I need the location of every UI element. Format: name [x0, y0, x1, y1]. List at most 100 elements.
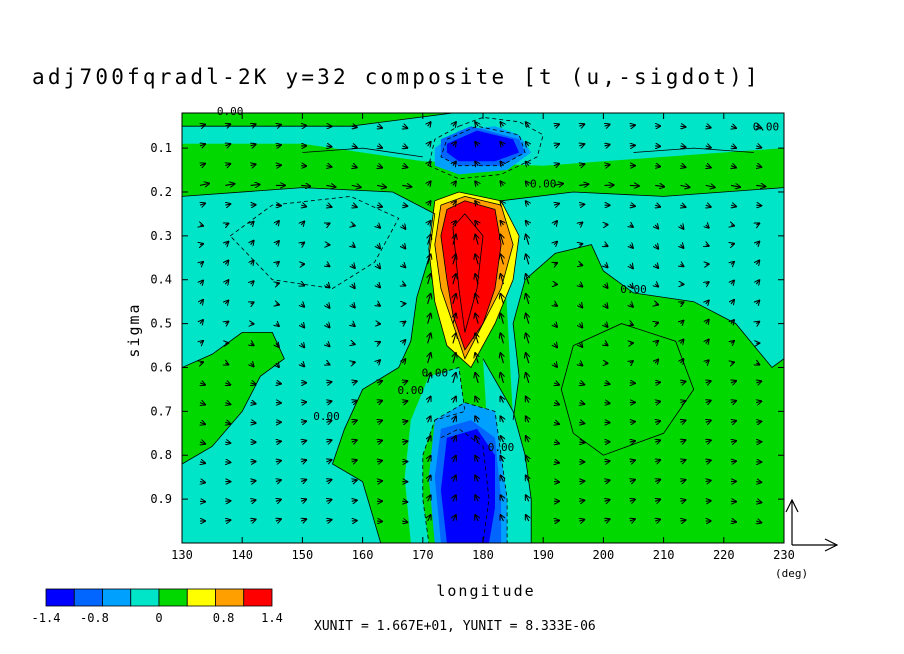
wind-vector-257: [500, 221, 503, 225]
wind-vector-43: [251, 144, 256, 146]
wind-vector-438: [706, 480, 711, 481]
wind-vector-405: [680, 245, 683, 248]
wind-vector-245: [475, 397, 478, 403]
wind-vector-342: [605, 245, 608, 246]
colorbar-tick-labels: -1.4 -0.8 0 0.8 1.4: [32, 611, 283, 625]
wind-vector-316: [579, 144, 584, 146]
wind-vector-237: [475, 235, 478, 245]
wind-vector-226: [453, 436, 456, 443]
wind-vector-387: [655, 304, 658, 305]
wind-vector-107: [326, 166, 331, 167]
wind-vector-448: [731, 262, 734, 265]
contour-line-12: [633, 147, 754, 153]
wind-vector-41: [225, 520, 230, 521]
x-tick-label-4: 170: [412, 548, 434, 562]
wind-vector-393: [655, 421, 660, 422]
wind-vector-67: [276, 205, 281, 206]
wind-vector-287: [526, 397, 529, 403]
contour-labels: 0.00 0.00 0.00 0.00 0.00 0.00 0.00 0.00: [217, 105, 779, 454]
contour-line-4: [512, 244, 784, 421]
wind-vector-162: [377, 420, 382, 422]
wind-vector-125: [326, 520, 331, 521]
wind-vector-176: [402, 284, 405, 285]
wind-vector-295: [554, 144, 559, 146]
wind-vector-383: [655, 225, 658, 229]
wind-vector-336: [605, 124, 610, 126]
wind-vector-255: [500, 181, 503, 185]
wind-vector-144: [352, 480, 357, 481]
wind-vector-99: [301, 421, 306, 422]
wind-vector-477: [756, 421, 761, 422]
wind-vector-273: [526, 122, 529, 126]
wind-vector-132: [352, 245, 355, 247]
wind-vector-57: [251, 422, 256, 423]
wind-vector-141: [352, 420, 357, 422]
wind-vector-409: [680, 321, 683, 324]
wind-vector-1: [200, 144, 205, 146]
wind-vector-414: [680, 420, 685, 422]
wind-vector-200: [428, 333, 431, 344]
wind-vector-148: [377, 146, 382, 148]
x-axis-ticks: 130 140 150 160 170 180 190 200 210 220 230: [171, 113, 795, 562]
filled-contours: [182, 113, 784, 543]
wind-vector-5: [200, 225, 203, 226]
wind-vector-294: [554, 124, 559, 126]
wind-vector-335: [579, 520, 584, 521]
contour-region-10: [446, 130, 520, 162]
wind-vector-429: [706, 301, 709, 304]
wind-vector-413: [680, 401, 685, 403]
wind-vector-102: [301, 480, 306, 482]
wind-vector-384: [655, 245, 658, 249]
wind-vector-219: [453, 294, 456, 305]
wind-vector-165: [377, 481, 382, 482]
wind-vector-30: [225, 301, 228, 304]
contour-label-7: 0.00: [488, 441, 515, 454]
wind-vector-53: [251, 343, 254, 345]
wind-vector-210: [453, 122, 456, 126]
contour-label-6: 0.00: [422, 366, 449, 379]
wind-vector-394: [655, 440, 660, 442]
wind-vector-286: [526, 373, 529, 384]
wind-vector-357: [630, 125, 635, 126]
wind-vector-412: [680, 381, 685, 382]
wind-vector-471: [756, 301, 759, 304]
wind-vector-27: [225, 242, 228, 245]
wind-vector-227: [453, 456, 456, 463]
wind-vector-419: [680, 520, 685, 521]
wind-vector-476: [756, 401, 761, 402]
wind-vector-274: [526, 142, 529, 146]
wind-vector-331: [579, 442, 584, 443]
wind-vector-417: [680, 480, 685, 482]
wind-vector-45: [250, 185, 260, 186]
wind-vector-285: [526, 353, 529, 364]
contour-label-5: 0.00: [398, 384, 425, 397]
wind-vector-461: [731, 521, 736, 522]
wind-vector-455: [731, 401, 736, 403]
wind-vector-290: [526, 456, 529, 463]
wind-vector-64: [276, 145, 281, 146]
wind-vector-221: [453, 333, 456, 344]
wind-vector-244: [475, 373, 478, 384]
wind-vector-441: [731, 126, 736, 128]
wind-vector-449: [731, 280, 734, 284]
wind-vector-98: [301, 402, 306, 403]
wind-vector-437: [706, 460, 711, 461]
wind-vector-29: [225, 280, 228, 284]
wind-vector-101: [301, 460, 306, 462]
wind-vector-472: [756, 322, 759, 324]
wind-vector-248: [475, 456, 478, 463]
wind-vector-82: [276, 499, 281, 501]
wind-vector-94: [301, 324, 304, 328]
wind-vector-169: [402, 146, 407, 148]
wind-vector-201: [428, 353, 431, 364]
wind-vector-276: [526, 181, 529, 185]
wind-vector-145: [352, 500, 357, 501]
wind-vector-131: [352, 225, 355, 226]
wind-vector-208: [428, 495, 431, 502]
wind-vector-469: [756, 261, 759, 265]
wind-vector-172: [402, 205, 407, 206]
y-tick-label-1: 0.2: [150, 185, 172, 199]
wind-vector-194: [428, 221, 431, 225]
wind-vector-198: [428, 294, 431, 305]
wind-vector-464: [756, 166, 761, 167]
